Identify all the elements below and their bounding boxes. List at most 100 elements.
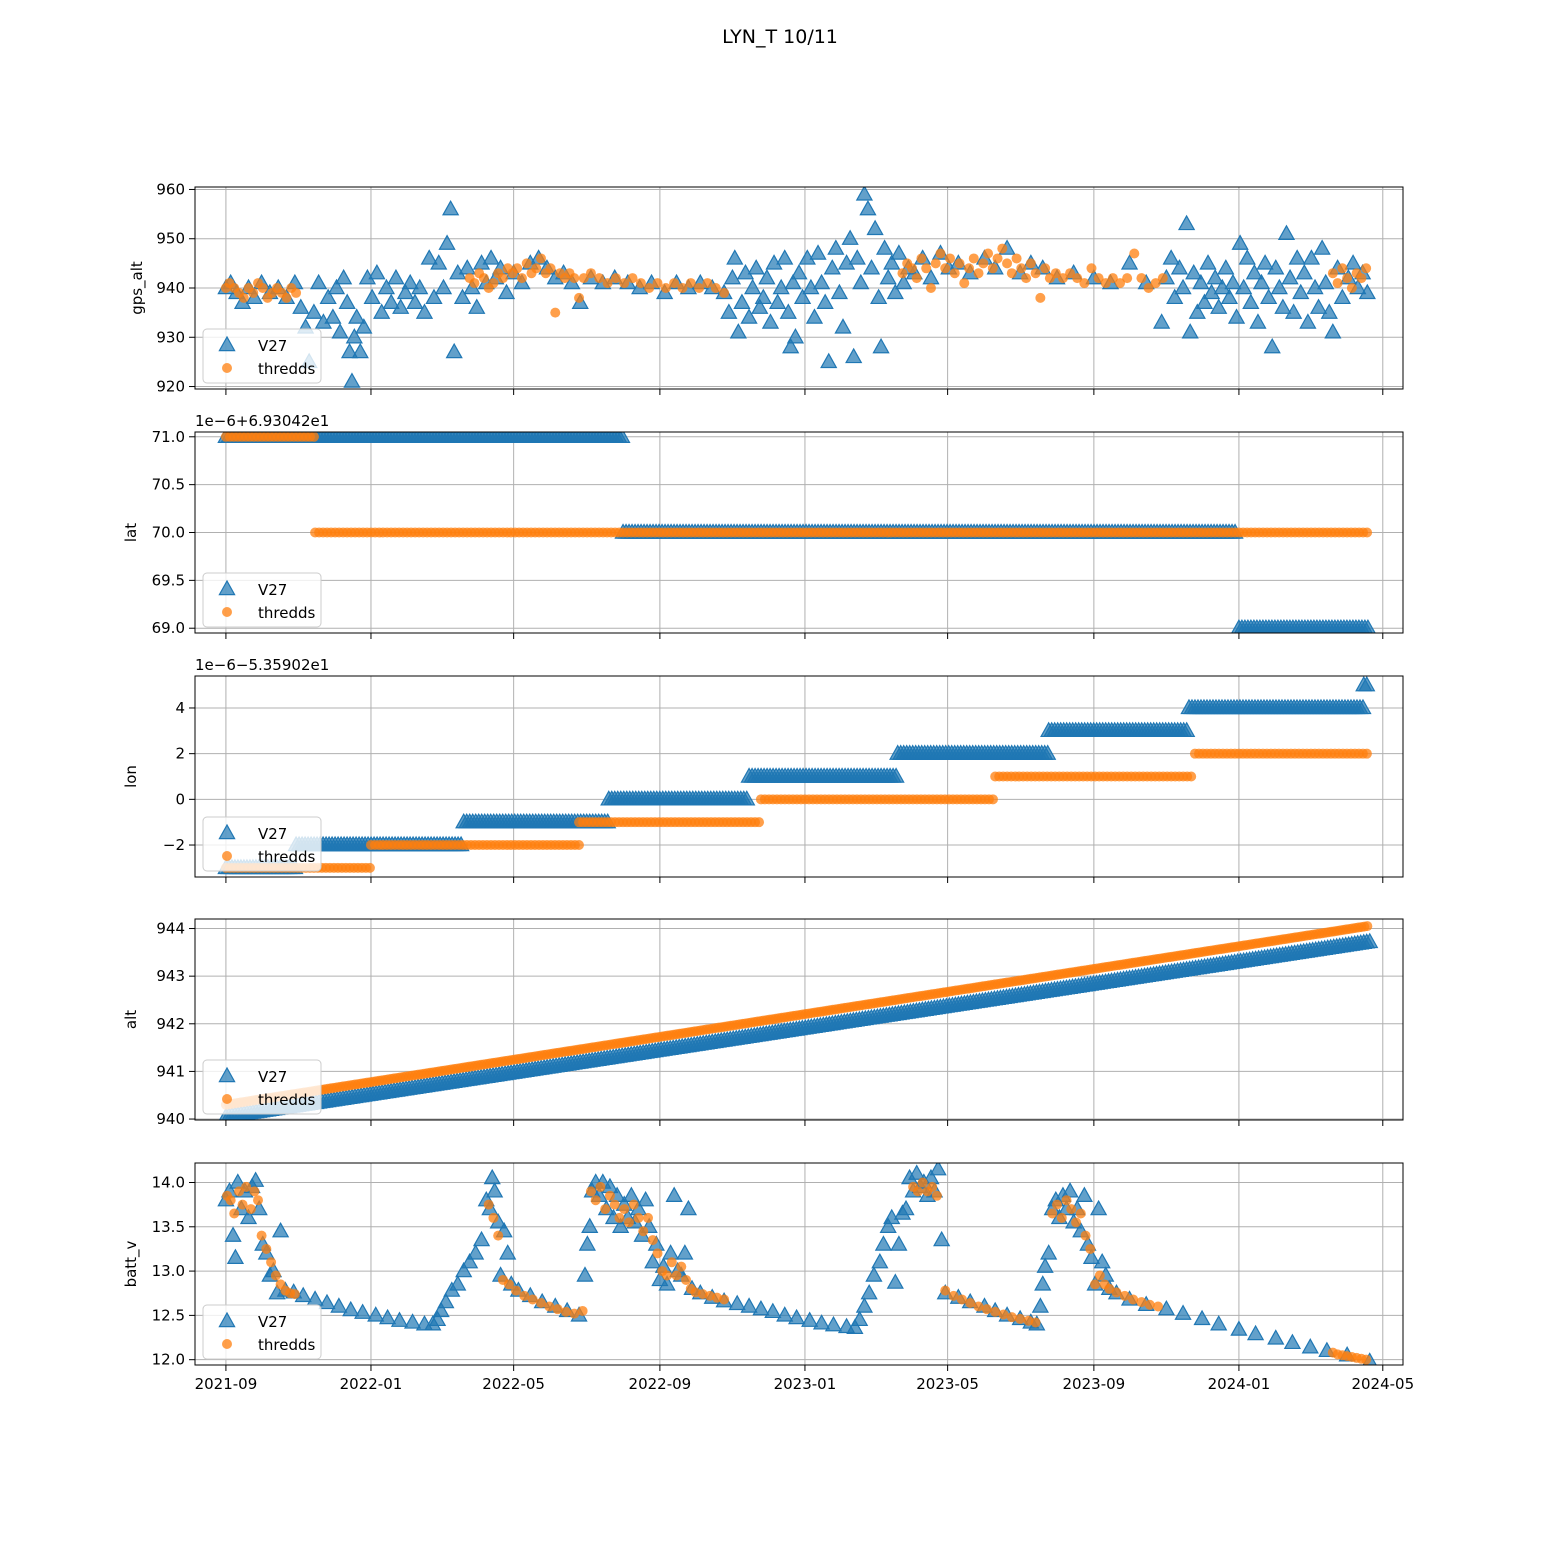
marker-v27 <box>497 283 516 300</box>
marker-v27 <box>1153 313 1171 329</box>
marker-v27 <box>809 244 827 260</box>
marker-v27 <box>401 273 419 290</box>
marker-v27 <box>331 323 349 339</box>
marker-v27 <box>310 273 328 290</box>
offset-text: 1e−6−5.35902e1 <box>195 656 329 674</box>
marker-v27 <box>726 249 744 265</box>
subplot-lat: 69.0 69.5 70.0 70.5 71.0 lat 1e−6+6.93042e1 V27… <box>122 412 1404 639</box>
marker-v27 <box>754 288 772 305</box>
marker-thredds <box>1093 273 1104 284</box>
y-tick-label: 940 <box>156 1110 185 1128</box>
marker-thredds <box>1061 1195 1072 1206</box>
marker-v27 <box>1263 337 1281 354</box>
marker-v27 <box>461 1253 479 1269</box>
marker-thredds <box>1086 263 1097 274</box>
marker-thredds <box>987 794 998 805</box>
marker-v27 <box>355 318 373 334</box>
marker-v27 <box>820 352 838 369</box>
legend-label-thredds: thredds <box>258 360 315 378</box>
marker-v27 <box>875 239 894 255</box>
marker-thredds <box>1040 263 1051 274</box>
legend: V27 thredds <box>202 328 322 384</box>
marker-v27 <box>1270 278 1288 295</box>
marker-thredds <box>1136 1297 1147 1308</box>
marker-thredds <box>1075 1208 1086 1219</box>
marker-v27 <box>929 1163 947 1176</box>
marker-v27 <box>790 263 808 280</box>
marker-thredds <box>535 253 546 264</box>
marker-v27 <box>801 1311 819 1327</box>
marker-thredds <box>1011 253 1022 264</box>
marker-thredds <box>912 1186 923 1197</box>
series-thredds <box>222 1177 1372 1365</box>
y-tick-label: 13.0 <box>152 1262 185 1280</box>
marker-thredds <box>647 1235 658 1246</box>
marker-v27 <box>348 308 366 324</box>
marker-thredds <box>965 1297 976 1308</box>
marker-v27 <box>751 298 769 314</box>
axes-frame <box>194 675 1404 878</box>
marker-v27 <box>874 1235 893 1251</box>
marker-v27 <box>442 199 460 216</box>
marker-v27 <box>784 273 802 290</box>
marker-v27 <box>851 1310 869 1327</box>
marker-v27 <box>827 239 845 255</box>
axes-frame <box>194 1162 1404 1366</box>
marker-thredds <box>983 248 994 259</box>
marker-v27 <box>1358 283 1376 300</box>
y-axis-label: gps_alt <box>128 261 147 315</box>
marker-v27 <box>733 293 751 309</box>
marker-v27 <box>772 278 790 295</box>
marker-v27 <box>327 278 346 295</box>
marker-v27 <box>865 1266 883 1282</box>
marker-thredds <box>503 1279 514 1290</box>
y-tick-label: 69.5 <box>152 571 185 589</box>
marker-v27 <box>723 268 742 285</box>
marker-v27 <box>351 342 369 359</box>
marker-v27 <box>823 259 841 275</box>
x-tick-label: 2024-05 <box>1351 1375 1414 1393</box>
legend-box <box>202 1059 322 1115</box>
y-tick-label: 941 <box>156 1062 185 1080</box>
legend-box <box>202 816 322 872</box>
marker-v27 <box>392 298 410 314</box>
marker-thredds <box>1079 278 1090 289</box>
marker-v27 <box>740 308 758 324</box>
marker-v27 <box>1220 288 1239 305</box>
marker-v27 <box>636 1190 655 1207</box>
marker-v27 <box>1313 239 1331 255</box>
marker-v27 <box>679 1199 698 1216</box>
marker-v27 <box>581 1217 599 1233</box>
marker-v27 <box>576 1266 594 1282</box>
marker-thredds <box>1047 1208 1058 1219</box>
marker-thredds <box>578 273 589 284</box>
y-tick-label: 940 <box>156 279 185 297</box>
marker-thredds <box>552 1304 563 1315</box>
marker-v27 <box>343 372 361 388</box>
y-tick-label: 920 <box>156 378 185 396</box>
marker-thredds <box>289 1289 300 1300</box>
marker-v27 <box>1277 224 1296 241</box>
marker-v27 <box>1295 263 1313 280</box>
marker-thredds <box>493 1230 504 1241</box>
marker-thredds <box>1072 273 1083 284</box>
marker-thredds <box>925 283 936 293</box>
marker-v27 <box>890 1235 908 1251</box>
marker-v27 <box>1177 214 1196 231</box>
marker-thredds <box>266 1257 277 1268</box>
marker-v27 <box>1333 288 1351 305</box>
marker-v27 <box>224 1226 242 1242</box>
legend-marker-v27 <box>218 823 236 840</box>
marker-thredds <box>652 278 663 289</box>
marker-v27 <box>1256 254 1274 270</box>
marker-thredds <box>1050 268 1061 279</box>
x-tick-label: 2021-09 <box>195 1375 258 1393</box>
marker-thredds <box>990 1306 1001 1317</box>
marker-thredds <box>981 1304 992 1315</box>
marker-v27 <box>764 1302 782 1319</box>
marker-thredds <box>531 263 542 274</box>
legend: V27 thredds <box>202 1059 322 1115</box>
marker-v27 <box>1361 932 1379 949</box>
marker-v27 <box>1245 263 1264 280</box>
marker-v27 <box>812 273 831 290</box>
